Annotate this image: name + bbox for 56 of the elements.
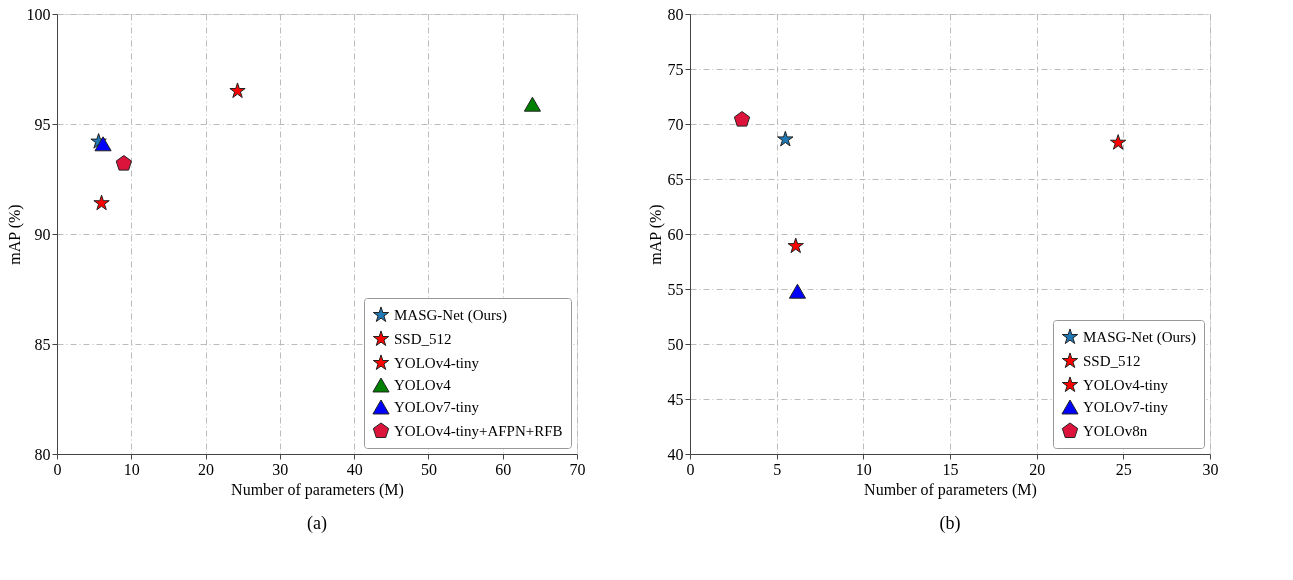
x-tick-label: 5 (773, 460, 782, 478)
y-tick-label: 65 (667, 170, 684, 188)
legend-label: YOLOv4-tiny+AFPN+RFB (394, 423, 563, 439)
legend-label: MASG-Net (Ours) (394, 307, 507, 324)
point (523, 96, 541, 112)
x-tick-label: 0 (53, 460, 62, 478)
x-tick-label: 10 (123, 460, 140, 478)
x-tick-label: 10 (855, 460, 872, 478)
legend-label: MASG-Net (Ours) (1083, 329, 1196, 346)
x-axis-title: Number of parameters (M) (231, 480, 404, 499)
x-tick-label: 30 (272, 460, 289, 478)
legend-label: YOLOv7-tiny (1083, 399, 1169, 415)
y-tick-label: 55 (667, 280, 684, 298)
y-tick-label: 95 (34, 115, 51, 133)
x-tick-label: 0 (686, 460, 695, 478)
legend-label: YOLOv4-tiny (1083, 377, 1169, 393)
point (733, 111, 751, 127)
y-tick-label: 75 (667, 60, 684, 78)
y-tick-label: 60 (667, 225, 684, 243)
x-tick-label: 20 (198, 460, 215, 478)
legend-label: YOLOv7-tiny (394, 399, 480, 415)
y-tick-label: 85 (34, 335, 51, 353)
legend-label: YOLOv4-tiny (394, 355, 480, 371)
y-tick-label: 40 (667, 445, 684, 463)
text: (b) (939, 513, 961, 534)
x-tick-label: 60 (495, 460, 512, 478)
text: (a) (307, 513, 327, 534)
y-axis-title: mAP (%) (646, 204, 665, 265)
x-tick-label: 70 (569, 460, 586, 478)
x-tick-label: 50 (420, 460, 437, 478)
point (93, 194, 110, 211)
x-tick-label: 30 (1202, 460, 1219, 478)
x-axis-title: Number of parameters (M) (864, 480, 1037, 499)
point (787, 237, 804, 254)
y-tick-label: 100 (26, 5, 51, 23)
x-tick-label: 25 (1115, 460, 1132, 478)
y-tick-label: 50 (667, 335, 684, 353)
point (1109, 134, 1127, 150)
point (229, 82, 246, 99)
x-tick-label: 15 (942, 460, 959, 478)
point (115, 155, 133, 171)
y-tick-label: 80 (667, 5, 684, 23)
legend-label: SSD_512 (1083, 353, 1141, 369)
y-tick-label: 45 (667, 390, 684, 408)
x-tick-label: 40 (346, 460, 363, 478)
point (788, 283, 807, 299)
x-tick-label: 20 (1029, 460, 1046, 478)
y-axis-title: mAP (%) (5, 204, 24, 265)
y-tick-label: 90 (34, 225, 51, 243)
point (777, 130, 794, 147)
legend-label: YOLOv8n (1083, 423, 1148, 439)
y-tick-label: 70 (667, 115, 684, 133)
point (94, 136, 112, 152)
legend-label: YOLOv4 (394, 377, 452, 393)
y-tick-label: 80 (34, 445, 51, 463)
legend-label: SSD_512 (394, 331, 452, 347)
